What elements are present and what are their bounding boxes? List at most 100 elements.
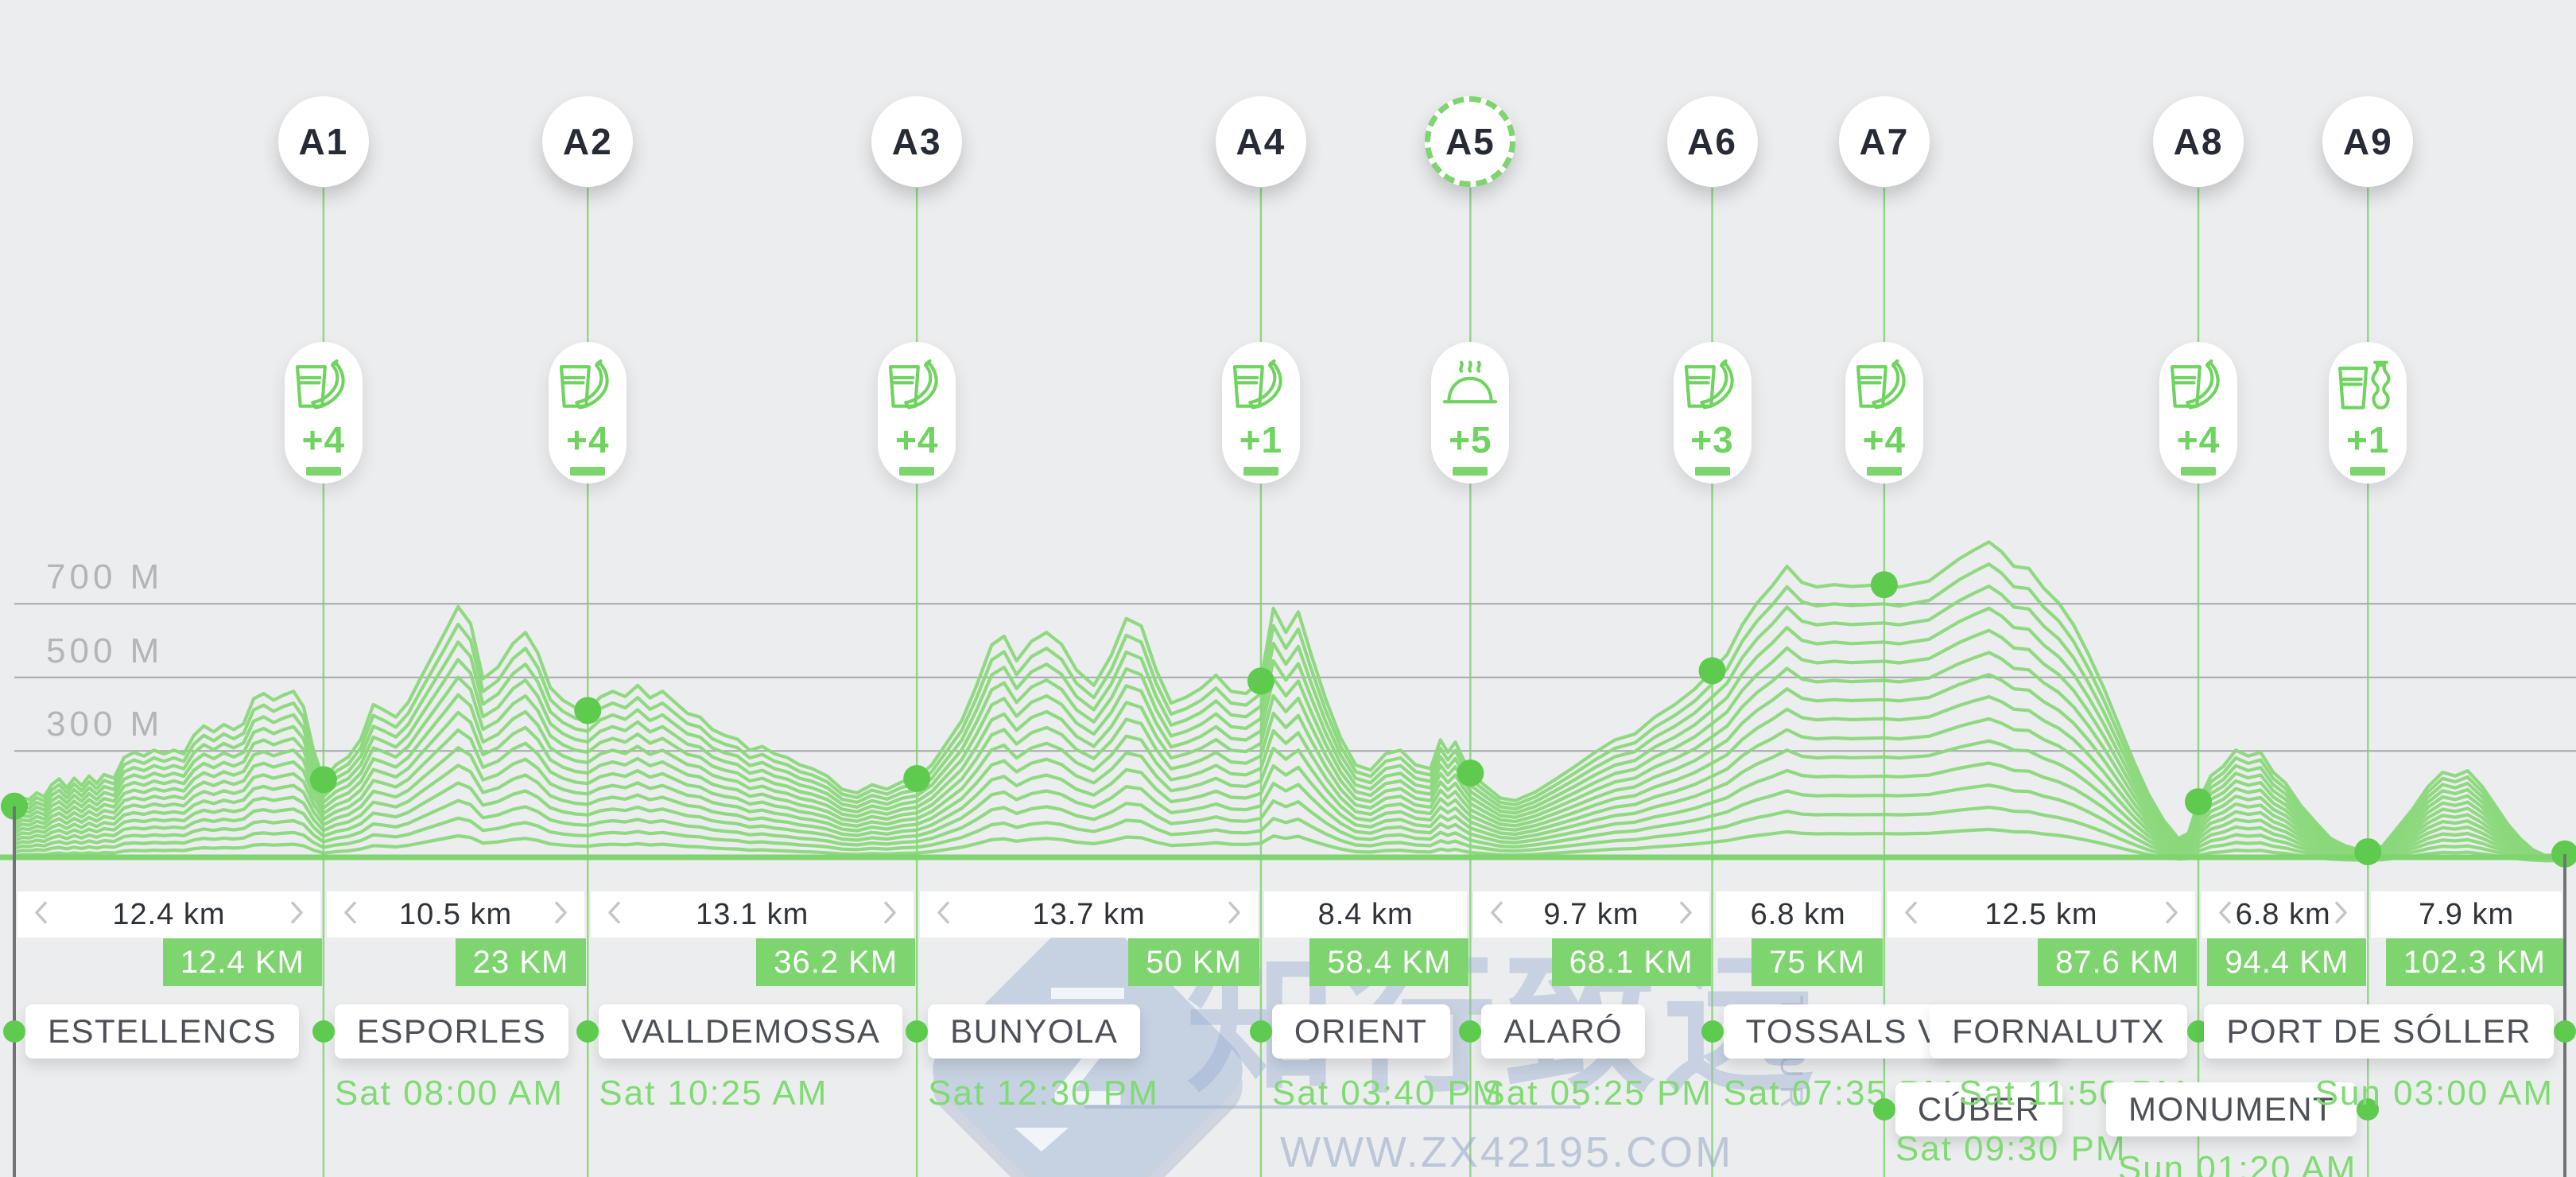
segment-bar-2[interactable]: 10.5 km [326,891,585,938]
chevron-right-icon[interactable] [549,895,572,930]
station-circle-label: A1 [298,121,349,162]
station-circle-a8[interactable]: A8 [2153,96,2244,187]
aid-extra-underline [1694,467,1730,476]
cup-banana-icon [295,359,345,410]
station-circle-a6[interactable]: A6 [1666,96,1758,187]
cutoff-time: Sat 05:25 PM [1481,1074,1713,1113]
segment-next-button[interactable] [285,895,308,934]
aid-extra-count: +1 [1239,419,1283,460]
km-badge-8: 87.6 KM [2038,938,2198,986]
axis-label-500m: 500 M [46,631,164,670]
segment-bar-8[interactable]: 12.5 km [1887,891,2196,938]
station-circle-a5[interactable]: A5 [1425,96,1516,187]
station-circle-a9[interactable]: A9 [2322,96,2414,187]
segment-bar-7[interactable]: 6.8 km [1715,891,1881,938]
aid-extra-count: +4 [2176,419,2221,460]
segment-bar-5[interactable]: 8.4 km [1263,891,1468,938]
segment-bar-1[interactable]: 12.4 km [17,891,320,938]
ridgeline-11 [12,783,2567,862]
segment-prev-button[interactable] [30,895,52,934]
ridgeline-2 [12,585,2567,858]
segment-bar-10[interactable]: 7.9 km [2371,891,2562,938]
ridgeline-9 [12,739,2567,861]
town-dot [1459,1020,1482,1043]
hot-meal-icon [1443,360,1498,404]
segment-prev-button[interactable] [2214,895,2237,934]
station-circle-a1[interactable]: A1 [277,96,369,187]
aid-extra-underline [899,467,935,476]
town-dot [1701,1020,1724,1043]
chart-dot-A1 [309,766,337,794]
chevron-left-icon[interactable] [1486,895,1508,930]
station-circle-label: A9 [2342,121,2393,162]
ridgeline-13 [12,827,2567,863]
cutoff-time: Sun 03:00 AM [2314,1074,2554,1113]
segment-next-button[interactable] [2330,895,2352,934]
segment-bar-4[interactable]: 13.7 km [920,891,1258,938]
chevron-right-icon[interactable] [2330,895,2352,930]
segment-next-button[interactable] [1223,895,1245,934]
town-dot [312,1020,335,1043]
chevron-right-icon[interactable] [285,895,308,930]
station-circle-a4[interactable]: A4 [1215,96,1306,187]
chevron-left-icon[interactable] [339,895,362,930]
segment-next-button[interactable] [549,895,572,934]
chevron-right-icon[interactable] [1223,895,1245,930]
chevron-left-icon[interactable] [933,895,955,930]
aid-card-a4: +1 [1221,342,1300,484]
station-circle-a7[interactable]: A7 [1838,96,1930,187]
segment-next-button[interactable] [2160,895,2182,934]
segment-prev-button[interactable] [603,895,626,934]
town-label-bunyola: BUNYOLA [928,1004,1141,1059]
chevron-left-icon[interactable] [603,895,626,930]
aid-card-a8: +4 [2159,342,2238,484]
station-circle-a3[interactable]: A3 [871,96,963,187]
segment-distance: 6.8 km [2235,897,2331,931]
aid-card-a1: +4 [284,342,363,484]
station-circle-a2[interactable]: A2 [542,96,634,187]
km-badge-3: 36.2 KM [756,938,916,986]
cup-banana-icon [1684,359,1734,410]
segment-distance: 12.4 km [112,897,226,931]
segment-prev-button[interactable] [339,895,362,934]
chevron-left-icon[interactable] [2214,895,2237,930]
chevron-right-icon[interactable] [2160,895,2182,930]
cup-banana-icon [889,359,938,410]
town-label-monument: MONUMENT [2105,1082,2357,1136]
segment-distance: 9.7 km [1543,897,1639,931]
aid-extra-count: +3 [1690,419,1734,460]
cutoff-time: Sat 10:25 AM [599,1074,828,1113]
axis-label-300m: 300 M [46,705,164,744]
station-circle-label: A7 [1859,121,1910,162]
town-label-alar-: ALARÓ [1481,1004,1646,1059]
km-badge-9: 94.4 KM [2207,938,2367,986]
ridgeline-3 [12,606,2567,859]
aid-extra-underline [2181,467,2217,476]
segment-bar-6[interactable]: 9.7 km [1473,891,1709,938]
segment-bar-9[interactable]: 6.8 km [2202,891,2365,938]
aid-extra-underline [1453,467,1488,476]
town-label-valldemossa: VALLDEMOSSA [599,1004,903,1059]
cup-banana-icon [560,359,609,410]
chevron-left-icon[interactable] [30,895,52,930]
segment-bar-3[interactable]: 13.1 km [591,891,914,938]
aid-extra-underline [2350,467,2386,476]
chevron-right-icon[interactable] [879,895,901,930]
segment-prev-button[interactable] [933,895,955,934]
town-label-orient: ORIENT [1271,1004,1450,1059]
chart-dot-A3 [903,764,931,792]
chevron-right-icon[interactable] [1674,895,1697,930]
town-dot [1249,1020,1272,1043]
town-label-esporles: ESPORLES [334,1004,569,1059]
segment-prev-button[interactable] [1900,895,1922,934]
km-badge-6: 68.1 KM [1551,938,1711,986]
segment-prev-button[interactable] [1486,895,1508,934]
town-dot [576,1020,599,1043]
town-label-fornalutx: FORNALUTX [1930,1004,2188,1059]
cutoff-time: Sat 08:00 AM [334,1074,564,1113]
axis-label-700m: 700 M [46,557,164,597]
segment-next-button[interactable] [879,895,901,934]
segment-next-button[interactable] [1674,895,1697,934]
chevron-left-icon[interactable] [1900,895,1922,930]
